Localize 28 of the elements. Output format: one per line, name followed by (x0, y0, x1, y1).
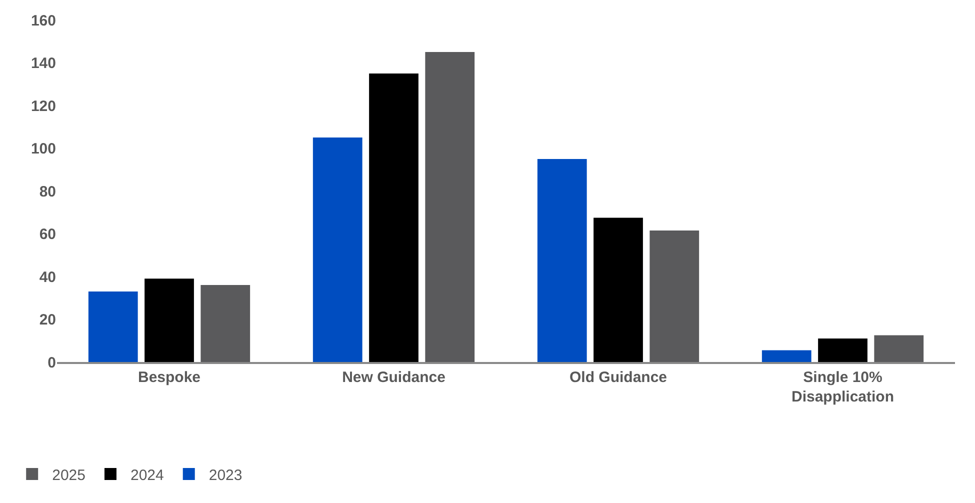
bar (88, 291, 138, 362)
legend-label: 2025 (52, 466, 86, 484)
legend-label: 2023 (208, 466, 242, 484)
y-tick-label: 20 (39, 312, 56, 328)
bar (200, 285, 250, 362)
y-tick-label: 0 (48, 354, 56, 372)
y-tick-label: 120 (30, 98, 56, 115)
bar (537, 158, 587, 362)
bar (650, 230, 700, 362)
bar (369, 73, 418, 362)
bar (144, 278, 194, 362)
bar (312, 138, 362, 362)
y-tick-label: 80 (39, 183, 56, 200)
bar (762, 350, 812, 362)
y-tick-label: 40 (39, 268, 56, 286)
bar (874, 335, 924, 362)
y-tick-label: 100 (30, 140, 56, 158)
bar (425, 52, 475, 362)
bar (594, 218, 643, 362)
legend-label: 2024 (130, 466, 164, 484)
x-tick-label: Bespoke (138, 369, 201, 386)
y-tick-label: 160 (30, 12, 56, 30)
y-tick-label: 140 (30, 55, 56, 72)
x-tick-label: New Guidance (342, 369, 446, 386)
x-tick-label: Single 10% Disapplication (791, 369, 894, 406)
bar (818, 338, 868, 362)
y-tick-label: 60 (39, 226, 56, 243)
x-tick-label: Old Guidance (569, 369, 668, 386)
